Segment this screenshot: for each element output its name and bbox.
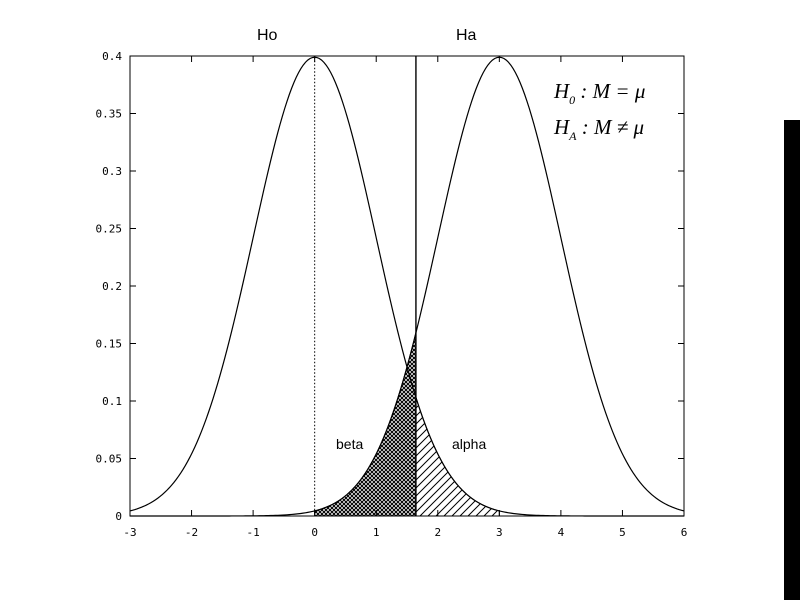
x-tick-label: -3 — [123, 526, 136, 539]
beta-region — [314, 332, 417, 517]
x-tick-label: -2 — [185, 526, 198, 539]
x-tick-label: 5 — [619, 526, 626, 539]
slide-accent-bar — [784, 120, 800, 600]
y-tick-label: 0.1 — [102, 395, 122, 408]
x-tick-label: 2 — [434, 526, 441, 539]
null-hypothesis: H0 : M = μ — [553, 79, 645, 107]
x-tick-label: 4 — [558, 526, 565, 539]
alpha-label: alpha — [452, 436, 486, 452]
x-tick-label: 0 — [311, 526, 318, 539]
x-tick-label: 6 — [681, 526, 688, 539]
slide-accent-top — [784, 0, 800, 120]
alternative-hypothesis: HA : M ≠ μ — [553, 115, 644, 143]
y-tick-label: 0 — [115, 510, 122, 523]
x-tick-label: 3 — [496, 526, 503, 539]
y-tick-label: 0.4 — [102, 50, 122, 63]
y-tick-label: 0.25 — [96, 223, 123, 236]
y-tick-label: 0.3 — [102, 165, 122, 178]
beta-label: beta — [336, 436, 363, 452]
y-tick-label: 0.2 — [102, 280, 122, 293]
ho-label: Ho — [257, 27, 278, 44]
ha-label: Ha — [456, 27, 477, 44]
x-tick-label: 1 — [373, 526, 380, 539]
y-tick-label: 0.05 — [96, 453, 123, 466]
y-tick-label: 0.35 — [96, 108, 123, 121]
y-tick-label: 0.15 — [96, 338, 123, 351]
alpha-region — [415, 397, 500, 517]
x-tick-label: -1 — [246, 526, 259, 539]
